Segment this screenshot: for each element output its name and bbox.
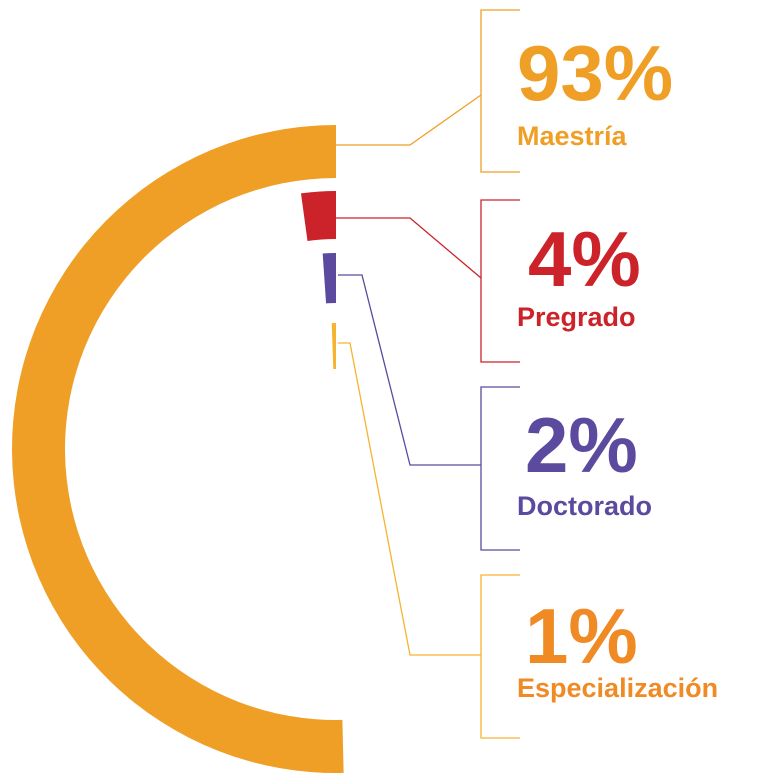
- connector-line: [336, 94, 482, 146]
- category-label: Especialización: [517, 673, 718, 703]
- label-bracket: [480, 199, 520, 363]
- category-label: Pregrado: [517, 302, 636, 332]
- value-label: 1%: [525, 592, 638, 680]
- connector-line: [338, 274, 481, 466]
- radial-bar: [331, 323, 336, 370]
- label-bracket: [480, 9, 520, 173]
- connector-line: [338, 342, 481, 656]
- value-label: 2%: [525, 401, 638, 489]
- category-label: Maestría: [517, 121, 628, 151]
- radial-bar: [300, 191, 336, 241]
- label-bracket: [480, 574, 520, 739]
- label-bracket: [480, 386, 520, 551]
- connector-line: [336, 217, 482, 279]
- value-label: 4%: [528, 215, 641, 303]
- value-label: 93%: [517, 29, 673, 117]
- radial-bar: [322, 253, 336, 304]
- radial-bar: [12, 125, 344, 773]
- category-label: Doctorado: [517, 491, 652, 521]
